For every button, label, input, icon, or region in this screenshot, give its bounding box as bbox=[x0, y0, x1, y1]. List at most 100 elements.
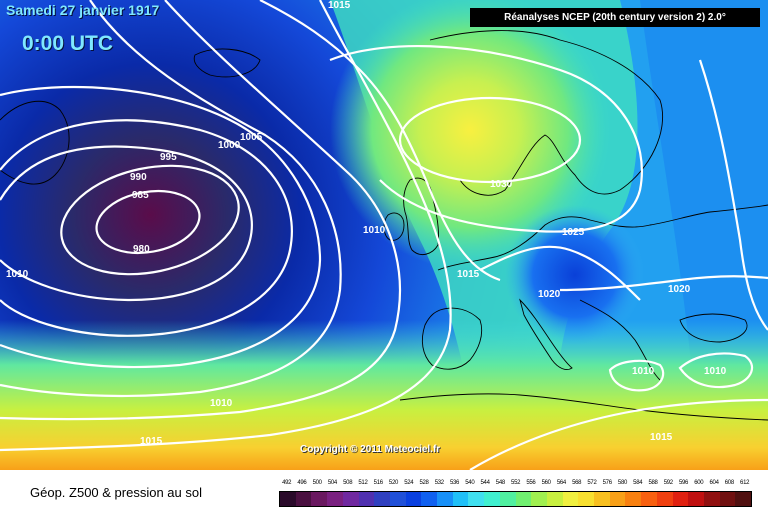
balkans-coast bbox=[579, 299, 661, 381]
legend-tick: 552 bbox=[511, 480, 521, 486]
black-sea-coast bbox=[679, 313, 748, 343]
isobar-1030-ring bbox=[398, 96, 582, 184]
legend-swatch bbox=[641, 492, 657, 506]
legend-swatch bbox=[594, 492, 610, 506]
legend-tick: 560 bbox=[541, 480, 551, 486]
isobar-1015-north-line bbox=[259, 0, 501, 282]
legend-tick: 584 bbox=[633, 480, 643, 486]
isobar-995-line bbox=[0, 119, 293, 337]
isobar-east-line bbox=[698, 59, 768, 331]
legend-tick: 612 bbox=[740, 480, 750, 486]
isobar-1000-line bbox=[0, 85, 322, 369]
italy-coast bbox=[519, 298, 573, 371]
legend-swatch bbox=[672, 492, 689, 506]
map-time-title: 0:00 UTC bbox=[22, 32, 114, 55]
legend-swatch bbox=[342, 492, 359, 506]
isobar-label: 985 bbox=[132, 190, 149, 201]
legend-swatch bbox=[515, 492, 532, 506]
legend-swatch bbox=[452, 492, 469, 506]
legend-tick: 568 bbox=[572, 480, 582, 486]
copyright-text: Copyright © 2011 Meteociel.fr bbox=[300, 444, 441, 455]
isobar-1010-line bbox=[0, 0, 402, 421]
isobar-label: 1010 bbox=[704, 366, 727, 377]
legend-swatch bbox=[562, 492, 579, 506]
isobar-1010-ring-a bbox=[608, 359, 665, 392]
isobar-labels: 1015 1005 1000 995 990 985 980 1010 1010… bbox=[6, 0, 727, 447]
north-africa-coast bbox=[399, 393, 768, 421]
isobar-1015-west-line bbox=[0, 0, 452, 452]
iberia-coast bbox=[421, 307, 483, 370]
legend-tick: 516 bbox=[373, 480, 383, 486]
legend-tick-labels: 492 496 500 504 508 512 516 520 524 528 532 536 540 5… bbox=[279, 480, 752, 489]
ireland-coast bbox=[383, 212, 405, 241]
isobar-label: 1000 bbox=[218, 140, 241, 151]
greenland-coast bbox=[0, 100, 70, 185]
isobar-label: 1010 bbox=[363, 225, 386, 236]
legend-swatch bbox=[546, 492, 563, 506]
legend-tick: 600 bbox=[694, 480, 704, 486]
legend-swatch bbox=[688, 492, 704, 506]
isobar-1010-ring-b bbox=[678, 352, 754, 389]
legend-tick: 548 bbox=[495, 480, 505, 486]
legend-swatch bbox=[578, 492, 595, 506]
legend-swatch bbox=[735, 492, 752, 506]
legend-tick: 500 bbox=[312, 480, 322, 486]
isobar-1005-line bbox=[0, 0, 342, 398]
isobar-label: 1030 bbox=[490, 179, 513, 190]
legend-swatch bbox=[437, 492, 453, 506]
continental-coast bbox=[437, 204, 768, 271]
legend-tick: 524 bbox=[404, 480, 414, 486]
isobar-990-line bbox=[0, 145, 253, 302]
legend-tick: 592 bbox=[663, 480, 673, 486]
legend-tick: 512 bbox=[358, 480, 368, 486]
legend-tick: 604 bbox=[709, 480, 719, 486]
central-europe-low-field bbox=[480, 200, 680, 350]
legend-swatch bbox=[295, 492, 312, 506]
legend-tick: 504 bbox=[327, 480, 337, 486]
legend-tick: 556 bbox=[526, 480, 536, 486]
legend-tick: 576 bbox=[602, 480, 612, 486]
legend-swatch bbox=[719, 492, 736, 506]
color-scale-legend: 492 496 500 504 508 512 516 520 524 528 532 536 540 5… bbox=[279, 480, 752, 507]
legend-tick: 540 bbox=[465, 480, 475, 486]
legend-tick: 608 bbox=[724, 480, 734, 486]
weather-map: 1015 1005 1000 995 990 985 980 1010 1010… bbox=[0, 0, 768, 470]
legend-swatch bbox=[484, 492, 500, 506]
legend-swatch bbox=[358, 492, 375, 506]
legend-swatch bbox=[468, 492, 485, 506]
legend-tick: 492 bbox=[282, 480, 292, 486]
legend-color-bar bbox=[279, 491, 752, 507]
isobar-label: 1020 bbox=[538, 289, 561, 300]
isobar-label: 1010 bbox=[6, 269, 29, 280]
isobar-1015-south-line bbox=[469, 398, 768, 470]
legend-swatch bbox=[656, 492, 673, 506]
legend-tick: 528 bbox=[419, 480, 429, 486]
legend-tick: 536 bbox=[449, 480, 460, 486]
isobar-label: 1010 bbox=[210, 398, 233, 409]
legend-swatch bbox=[280, 492, 296, 506]
legend-tick: 580 bbox=[617, 480, 628, 486]
coastlines bbox=[0, 30, 768, 421]
map-date-title: Samedi 27 janvier 1917 bbox=[6, 2, 160, 18]
legend-tick: 596 bbox=[678, 480, 689, 486]
isobar-label: 1015 bbox=[328, 0, 351, 11]
legend-swatch bbox=[311, 492, 328, 506]
iceland-coast bbox=[193, 48, 261, 78]
isobars bbox=[0, 0, 768, 470]
isobar-label: 1010 bbox=[632, 366, 655, 377]
data-source-label: Réanalyses NCEP (20th century version 2)… bbox=[470, 8, 760, 27]
legend-tick: 588 bbox=[648, 480, 658, 486]
legend-swatch bbox=[531, 492, 547, 506]
legend-tick: 520 bbox=[388, 480, 399, 486]
legend-swatch bbox=[389, 492, 406, 506]
isobar-label: 1020 bbox=[668, 284, 691, 295]
legend-tick: 572 bbox=[587, 480, 597, 486]
scandinavia-coast bbox=[429, 30, 664, 196]
legend-swatch bbox=[327, 492, 343, 506]
legend-tick: 544 bbox=[480, 480, 490, 486]
legend-swatch bbox=[374, 492, 390, 506]
isobar-label: 995 bbox=[160, 152, 177, 163]
map-svg: 1015 1005 1000 995 990 985 980 1010 1010… bbox=[0, 0, 768, 470]
isobar-1025-line bbox=[329, 44, 643, 233]
legend-tick: 564 bbox=[556, 480, 566, 486]
